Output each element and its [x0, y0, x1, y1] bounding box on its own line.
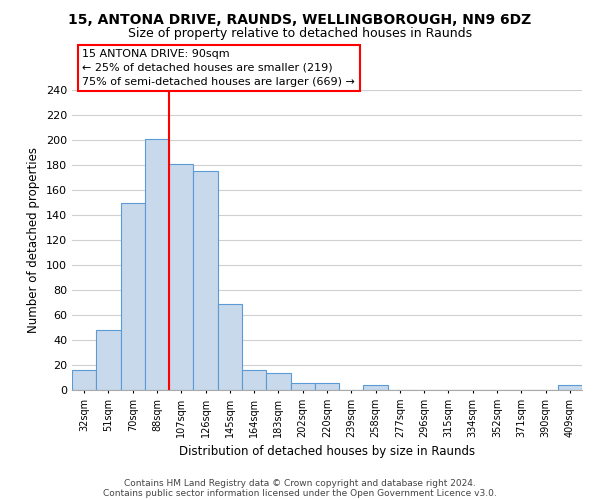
Bar [193, 171, 218, 390]
Bar [121, 202, 145, 390]
Bar [364, 385, 388, 390]
Bar [290, 382, 315, 390]
X-axis label: Distribution of detached houses by size in Raunds: Distribution of detached houses by size … [179, 446, 475, 458]
Text: Contains public sector information licensed under the Open Government Licence v3: Contains public sector information licen… [103, 488, 497, 498]
Text: Contains HM Land Registry data © Crown copyright and database right 2024.: Contains HM Land Registry data © Crown c… [124, 478, 476, 488]
Bar [169, 164, 193, 390]
Text: 15 ANTONA DRIVE: 90sqm
← 25% of detached houses are smaller (219)
75% of semi-de: 15 ANTONA DRIVE: 90sqm ← 25% of detached… [82, 49, 355, 87]
Text: Size of property relative to detached houses in Raunds: Size of property relative to detached ho… [128, 28, 472, 40]
Bar [266, 372, 290, 390]
Bar [242, 370, 266, 390]
Bar [218, 304, 242, 390]
Bar [72, 370, 96, 390]
Bar [96, 330, 121, 390]
Text: 15, ANTONA DRIVE, RAUNDS, WELLINGBOROUGH, NN9 6DZ: 15, ANTONA DRIVE, RAUNDS, WELLINGBOROUGH… [68, 12, 532, 26]
Y-axis label: Number of detached properties: Number of detached properties [28, 147, 40, 333]
Bar [315, 382, 339, 390]
Bar [145, 138, 169, 390]
Bar [558, 385, 582, 390]
